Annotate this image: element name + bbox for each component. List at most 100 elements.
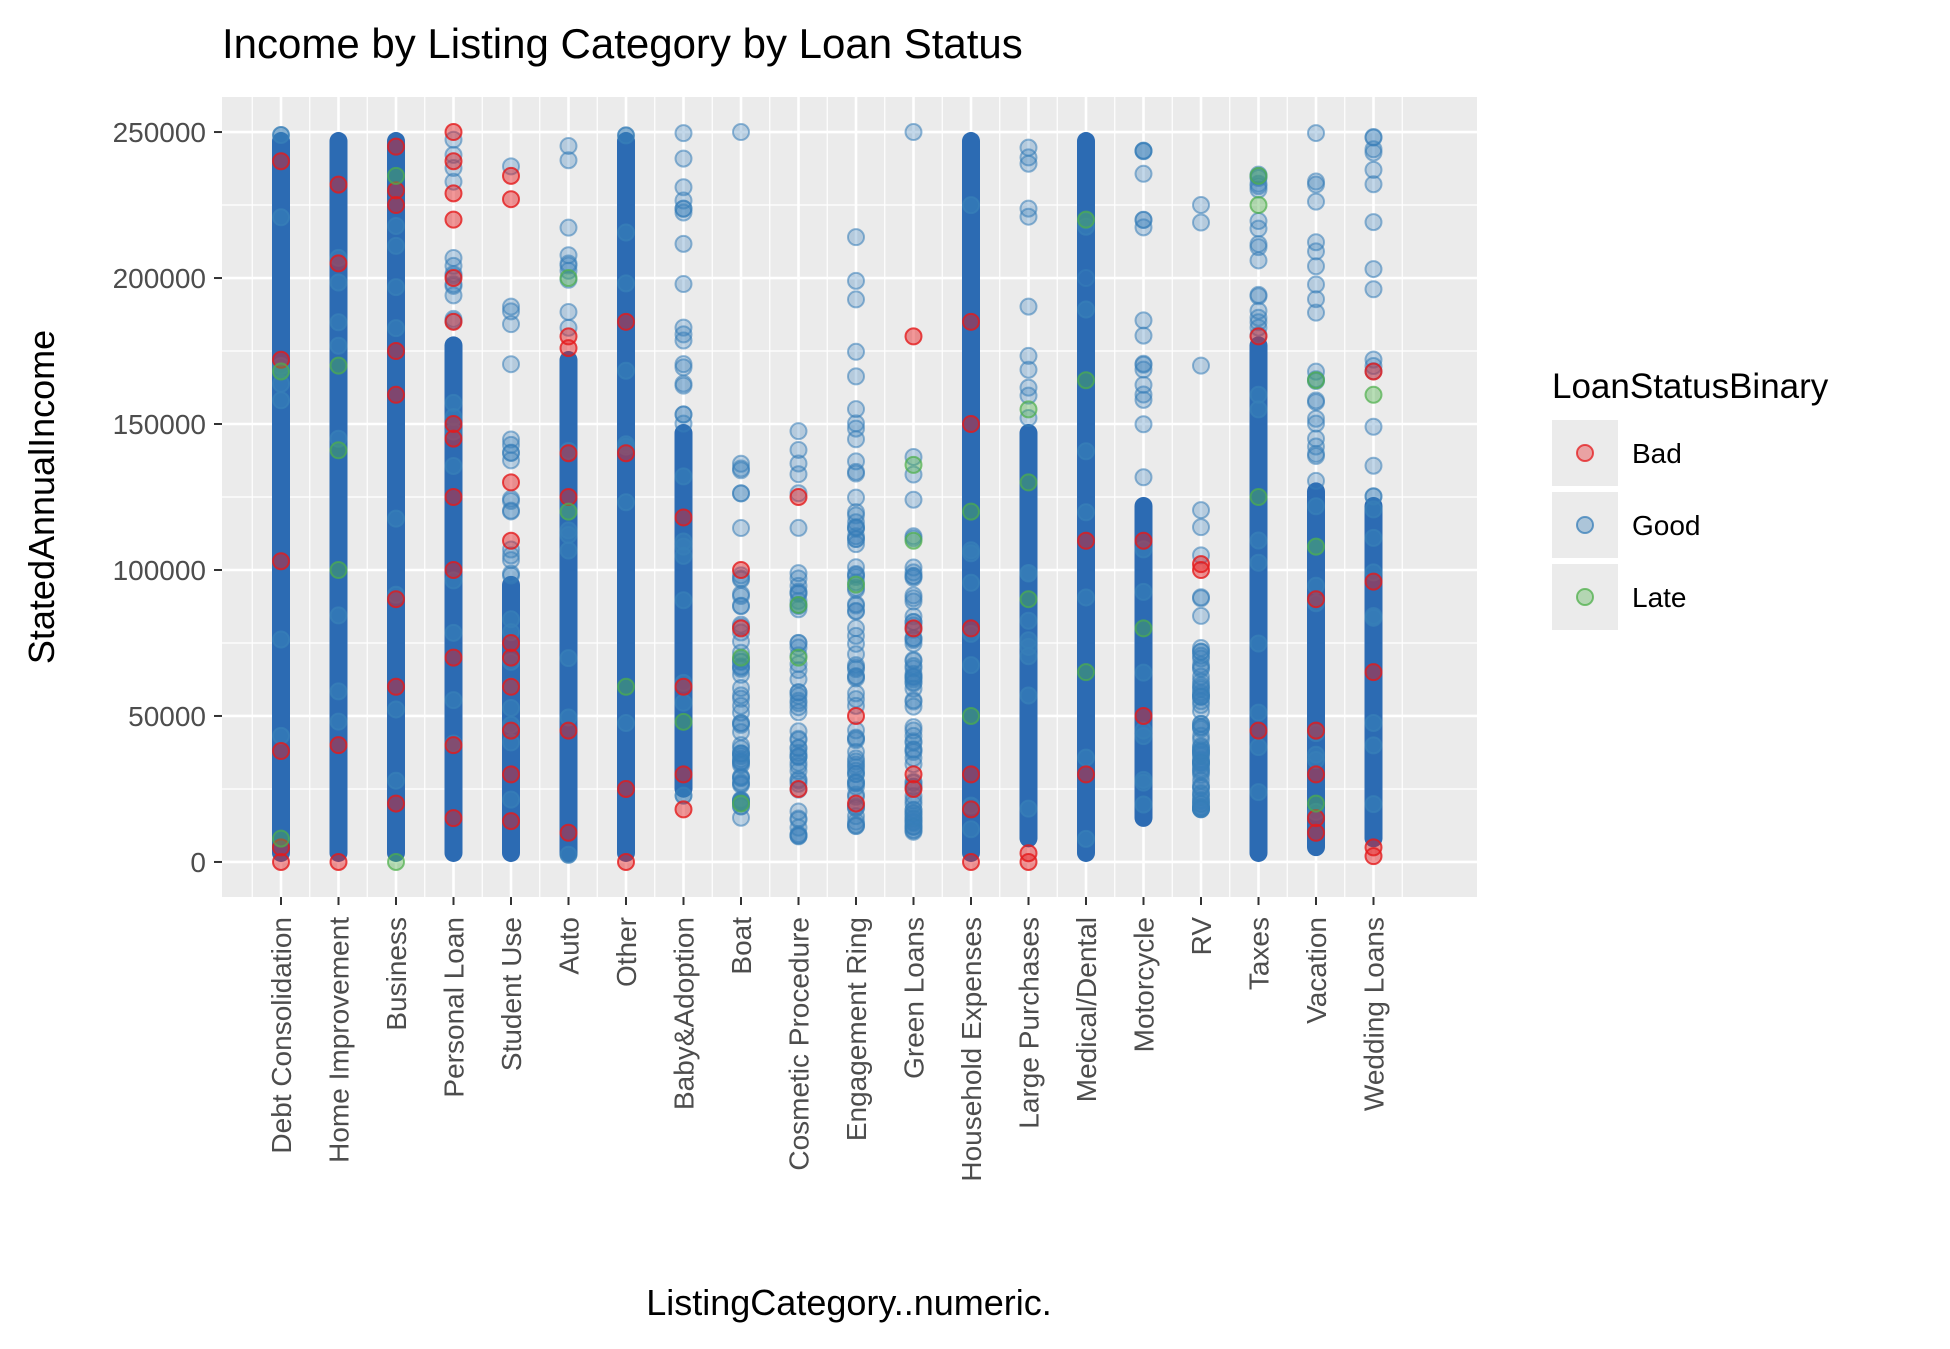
point-good (904, 822, 923, 841)
legend-entry-late: Late (1552, 564, 1687, 630)
x-tick-label: Wedding Loans (1359, 917, 1390, 1111)
point-good (1134, 210, 1153, 229)
point-good (1307, 391, 1325, 410)
x-tick-label: Medical/Dental (1071, 917, 1102, 1102)
point-good (1077, 829, 1095, 848)
point-good (329, 336, 348, 355)
point-good (387, 236, 405, 255)
x-axis: Debt Consolidation Home Improvement Busine… (266, 897, 1390, 1182)
point-good (732, 461, 750, 480)
x-tick-label: Boat (726, 917, 757, 975)
point-good (1134, 311, 1153, 330)
point-good (789, 440, 808, 459)
point-good (674, 376, 693, 395)
point-good (1134, 468, 1153, 487)
x-tick-label: Business (381, 917, 412, 1031)
point-good (1192, 356, 1210, 375)
point-bad (617, 852, 635, 871)
point-good (444, 456, 463, 475)
point-late (1019, 590, 1038, 609)
point-good (1364, 160, 1383, 179)
point-good (559, 845, 578, 864)
point-good (559, 708, 578, 727)
legend-label-bad: Bad (1632, 438, 1682, 469)
point-bad (904, 779, 923, 798)
y-tick-label: 200000 (113, 263, 206, 294)
point-good (329, 273, 348, 292)
point-bad (387, 385, 405, 404)
point-good (904, 527, 923, 546)
point-good (1134, 415, 1153, 434)
point-good (1019, 378, 1038, 397)
point-late (272, 829, 290, 848)
point-good (1364, 528, 1383, 547)
dense-point-band (962, 132, 980, 862)
point-bad (387, 196, 405, 215)
y-axis: 0 50000 100000 150000 200000 250000 (113, 117, 222, 878)
point-good (1019, 360, 1038, 379)
x-tick-label: Personal Loan (439, 917, 470, 1098)
point-good (559, 521, 578, 540)
point-bad (1307, 823, 1325, 842)
point-good (674, 318, 693, 337)
point-bad (1192, 555, 1210, 574)
point-bad (674, 677, 693, 696)
dense-point-band (1364, 497, 1383, 848)
point-bad (272, 552, 290, 571)
point-good (1249, 783, 1268, 802)
point-bad (962, 800, 980, 819)
point-good (904, 465, 923, 484)
point-good (502, 698, 520, 717)
point-good (1364, 213, 1383, 232)
point-good (1134, 727, 1153, 746)
point-good (1019, 799, 1038, 818)
point-good (272, 208, 290, 227)
point-bad (387, 590, 405, 609)
point-bad (1364, 362, 1383, 381)
point-good (789, 634, 808, 653)
point-late (1077, 663, 1095, 682)
point-good (847, 367, 865, 386)
point-late (329, 441, 348, 460)
point-good (904, 691, 923, 710)
point-good (1192, 717, 1210, 736)
point-good (789, 748, 808, 767)
point-bad (329, 736, 348, 755)
dense-point-band (272, 132, 290, 862)
point-good (1364, 795, 1383, 814)
point-good (904, 589, 923, 608)
legend-swatch-bad (1576, 444, 1594, 462)
point-good (1019, 154, 1038, 173)
point-late (1019, 473, 1038, 492)
point-good (1307, 124, 1325, 143)
point-good (674, 414, 693, 433)
point-good (1307, 242, 1325, 261)
point-bad (502, 812, 520, 831)
point-good (617, 274, 635, 293)
point-good (1364, 736, 1383, 755)
point-good (847, 414, 865, 433)
x-tick-label: Green Loans (899, 917, 930, 1079)
point-good (502, 302, 520, 321)
point-good (1192, 588, 1210, 607)
point-bad (617, 779, 635, 798)
point-good (502, 315, 520, 334)
point-bad (502, 190, 520, 209)
legend-label-late: Late (1632, 582, 1687, 613)
point-good (329, 248, 348, 267)
legend-title: LoanStatusBinary (1552, 367, 1829, 406)
point-bad (1019, 844, 1038, 863)
point-good (1364, 713, 1383, 732)
point-good (1364, 143, 1383, 162)
point-good (674, 234, 693, 253)
point-late (674, 712, 693, 731)
point-bad (674, 765, 693, 784)
point-good (789, 582, 808, 601)
point-good (962, 541, 980, 560)
point-good (329, 313, 348, 332)
point-good (789, 670, 808, 689)
point-good (1364, 608, 1383, 627)
point-bad (272, 742, 290, 761)
point-good (329, 712, 348, 731)
point-good (847, 271, 865, 290)
